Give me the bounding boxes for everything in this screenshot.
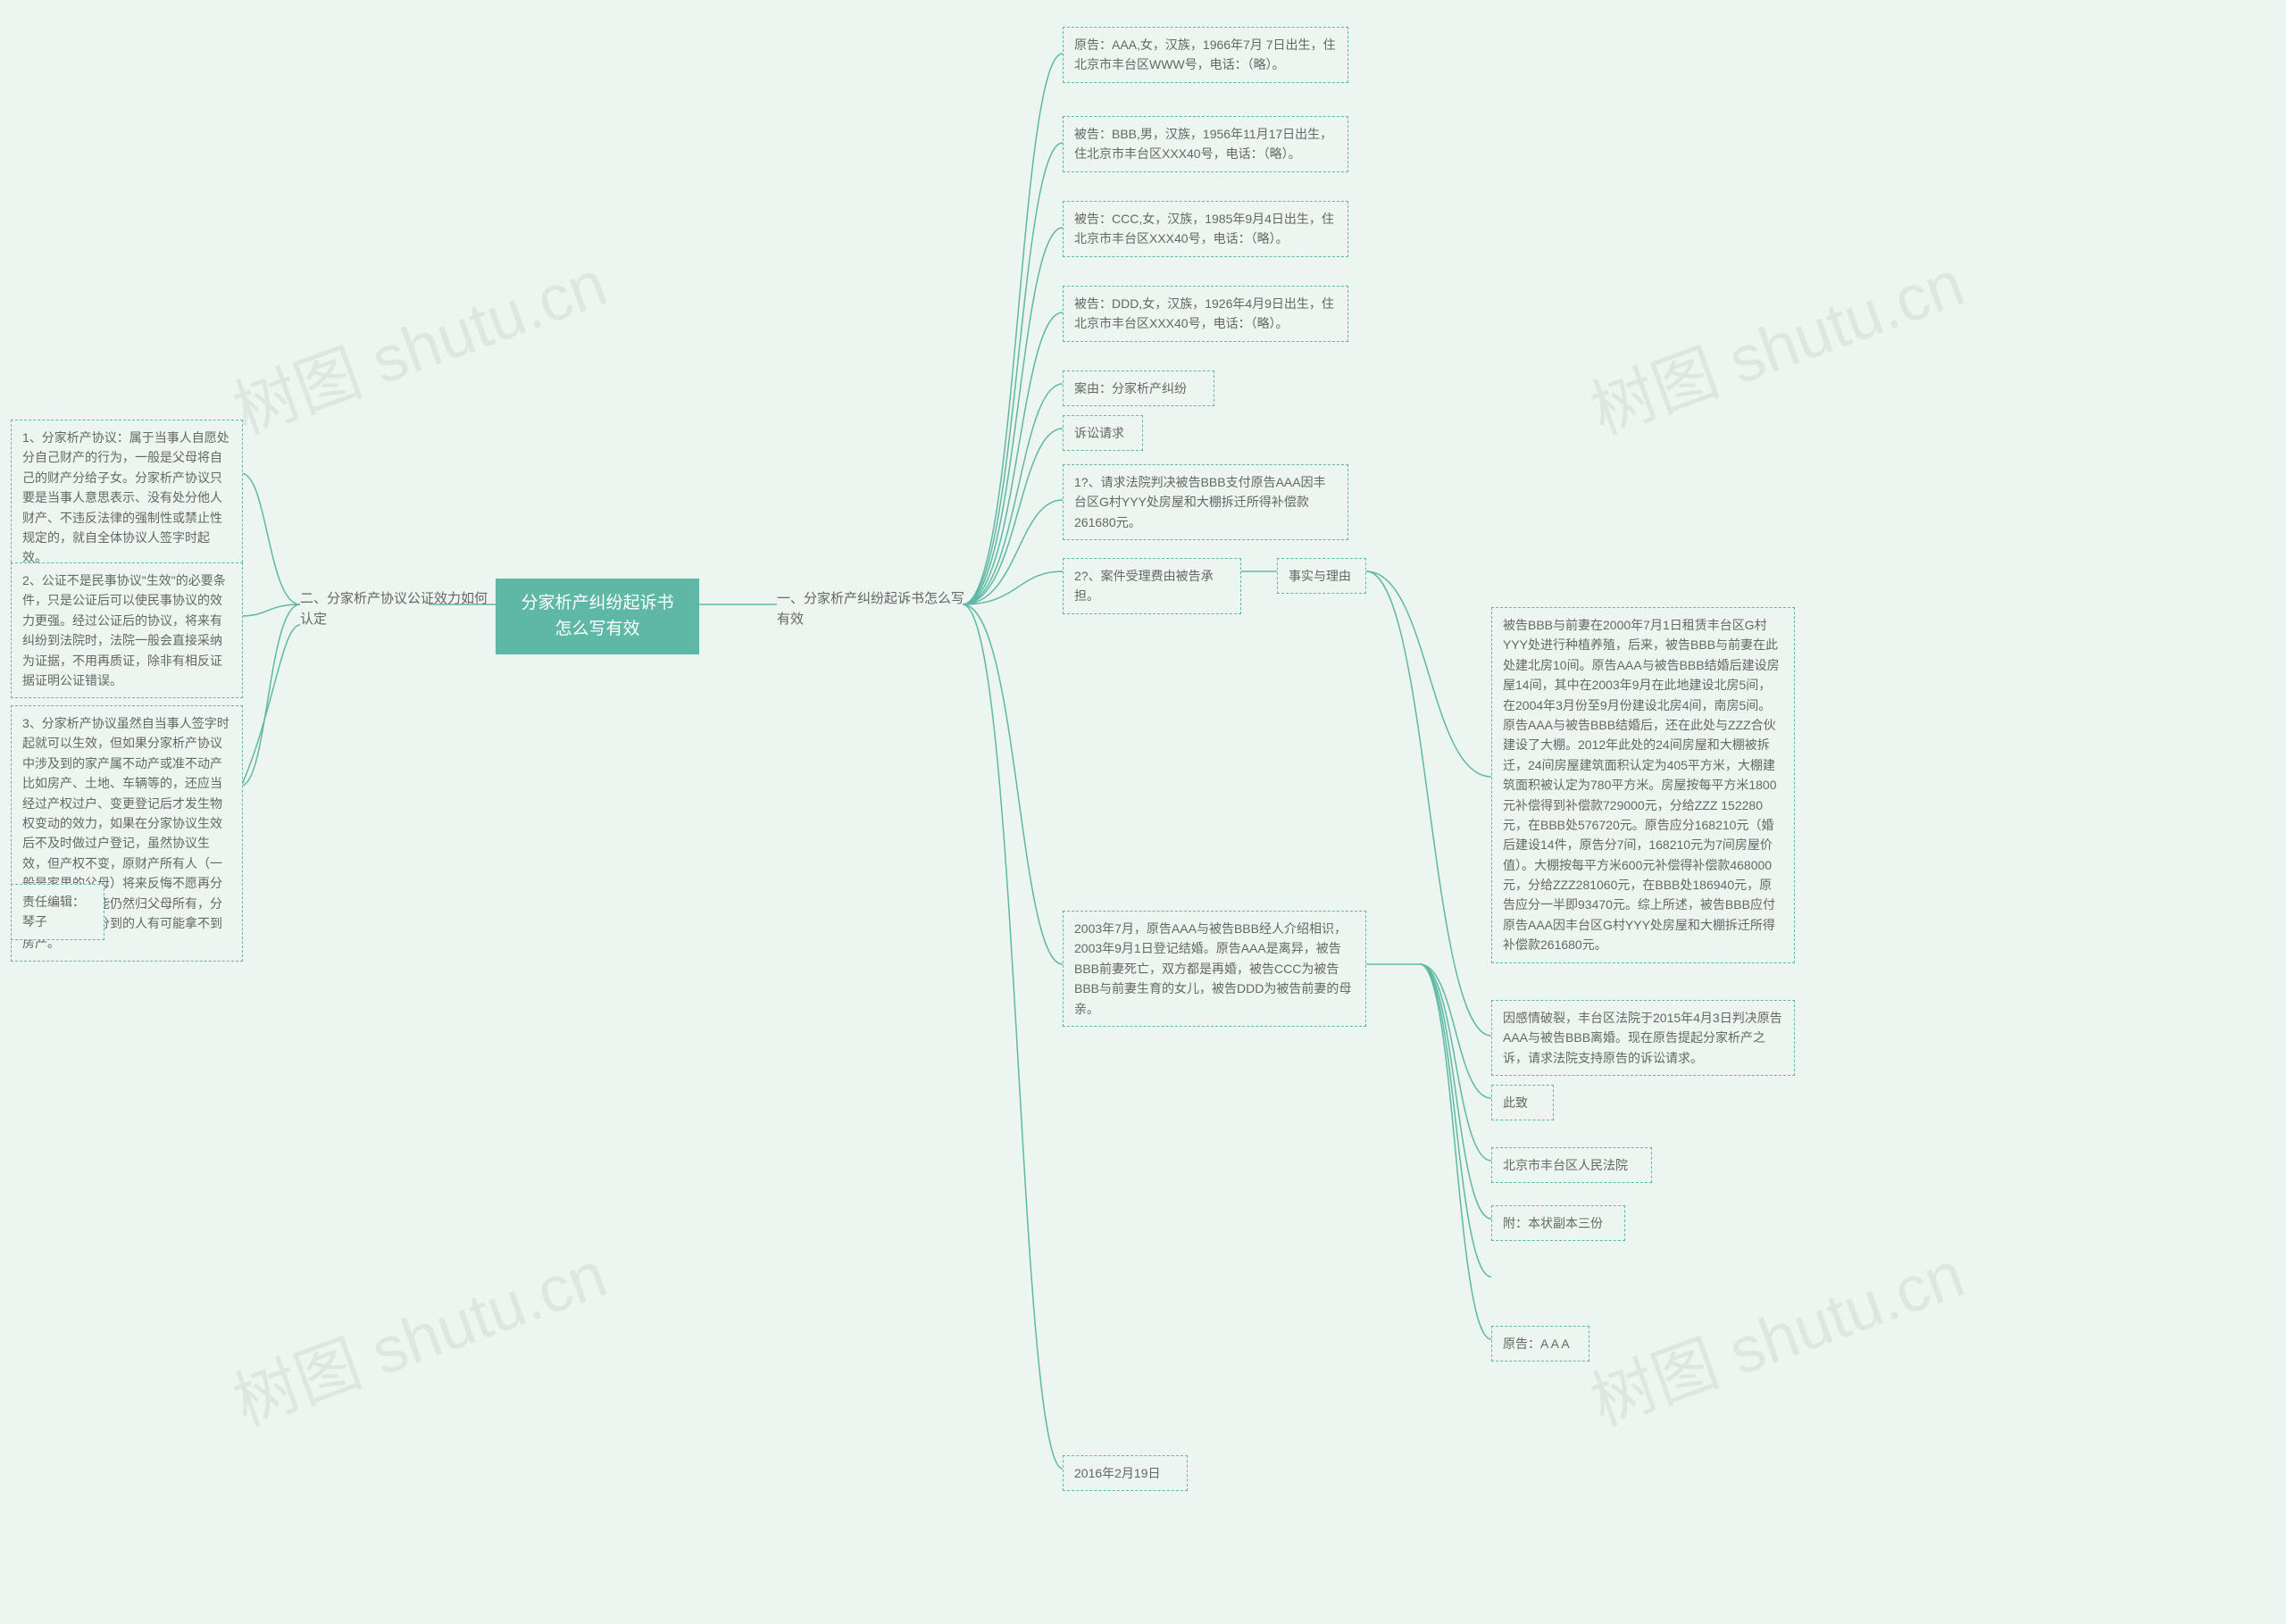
branch-right: 一、分家析产纠纷起诉书怎么写有效 [777,589,964,629]
root-node: 分家析产纠纷起诉书怎么写有效 [496,579,699,654]
node-r1: 原告：AAA,女，汉族，1966年7月 7日出生，住北京市丰台区WWW号，电话：… [1063,27,1348,83]
node-r6: 诉讼请求 [1063,415,1143,451]
watermark: 树图 shutu.cn [1576,231,1974,453]
node-r5: 案由：分家析产纠纷 [1063,371,1214,406]
node-r15: 附：本状副本三份 [1491,1205,1625,1241]
node-r12: 因感情破裂，丰台区法院于2015年4月3日判决原告AAA与被告BBB离婚。现在原… [1491,1000,1795,1076]
node-r13: 此致 [1491,1085,1554,1120]
node-r3: 被告：CCC,女，汉族，1985年9月4日出生，住北京市丰台区XXX40号，电话… [1063,201,1348,257]
node-r2: 被告：BBB,男，汉族，1956年11月17日出生，住北京市丰台区XXX40号，… [1063,116,1348,172]
node-r17: 2016年2月19日 [1063,1455,1188,1491]
node-r7: 1?、请求法院判决被告BBB支付原告AAA因丰台区G村YYY处房屋和大棚拆迁所得… [1063,464,1348,540]
node-l2: 2、公证不是民事协议"生效"的必要条件，只是公证后可以使民事协议的效力更强。经过… [11,562,243,698]
node-r14: 北京市丰台区人民法院 [1491,1147,1652,1183]
node-r4: 被告：DDD,女，汉族，1926年4月9日出生，住北京市丰台区XXX40号，电话… [1063,286,1348,342]
watermark: 树图 shutu.cn [1576,1222,1974,1444]
node-r8: 2?、案件受理费由被告承担。 [1063,558,1241,614]
node-l1: 1、分家析产协议：属于当事人自愿处分自己财产的行为，一般是父母将自己的财产分给子… [11,420,243,576]
node-r9: 事实与理由 [1277,558,1366,594]
node-r16: 原告：A A A [1491,1326,1589,1362]
node-r10: 2003年7月，原告AAA与被告BBB经人介绍相识，2003年9月1日登记结婚。… [1063,911,1366,1027]
watermark: 树图 shutu.cn [219,1222,617,1444]
branch-left: 二、分家析产协议公证效力如何认定 [300,589,488,629]
watermark: 树图 shutu.cn [219,231,617,453]
node-footer: 责任编辑：琴子 [11,884,104,940]
node-r11: 被告BBB与前妻在2000年7月1日租赁丰台区G村YYY处进行种植养殖，后来，被… [1491,607,1795,963]
